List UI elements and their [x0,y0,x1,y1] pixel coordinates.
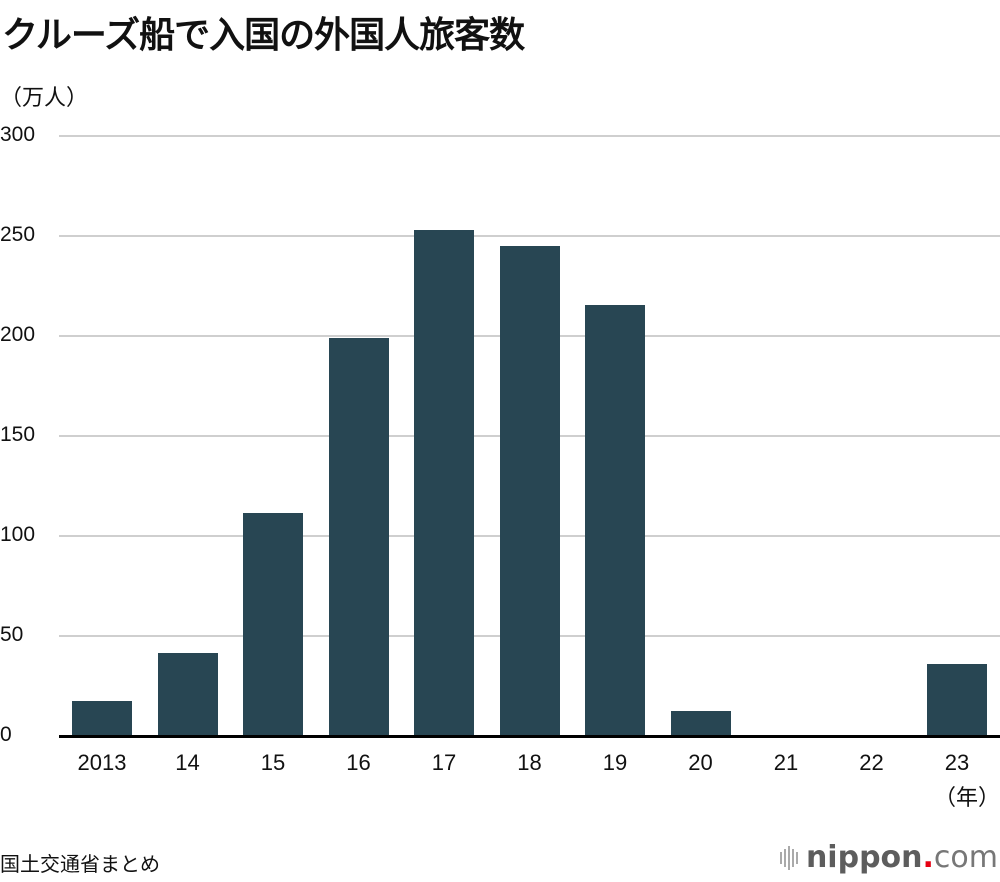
logo-bars-icon [779,845,798,870]
x-tick-label: 17 [431,750,457,775]
gridline [59,135,1000,137]
y-tick-label: 100 [0,523,36,546]
chart-title: クルーズ船で入国の外国人旅客数 [2,15,525,56]
logo-name: nippon [805,840,923,875]
y-tick-label: 250 [0,223,36,246]
x-tick-label: 14 [175,750,200,775]
bar-15 [243,512,303,736]
x-tick-label: 23 [944,750,970,775]
bar-18 [499,245,560,736]
bar-19 [585,305,645,736]
y-tick-label: 50 [0,623,24,646]
x-tick-label: 18 [517,750,542,775]
y-axis-unit-label: （万人） [0,86,89,111]
bar-2013 [72,701,132,736]
gridline [59,235,1000,237]
logo-tld: com [933,840,998,875]
x-tick-label: 2013 [77,750,127,775]
bar-14 [157,652,218,736]
y-tick-label: 150 [0,423,36,446]
source-note: 国土交通省まとめ [0,852,160,876]
y-tick-label: 200 [0,323,36,346]
logo-dot: . [922,840,934,875]
y-tick-label: 300 [0,123,36,146]
bar-20 [670,710,731,736]
nippon-com-logo: nippon. com [779,840,998,875]
x-tick-label: 16 [346,750,371,775]
x-axis-baseline [59,735,1000,738]
bar-23 [927,664,987,736]
x-axis-unit-label: （年） [933,786,1000,811]
x-tick-label: 21 [773,750,799,775]
x-tick-label: 15 [260,750,286,775]
x-tick-label: 22 [859,750,884,775]
bar-16 [328,337,389,736]
x-tick-label: 19 [602,750,628,775]
y-tick-label: 0 [0,723,12,746]
x-tick-label: 20 [688,750,713,775]
bar-17 [414,230,474,736]
